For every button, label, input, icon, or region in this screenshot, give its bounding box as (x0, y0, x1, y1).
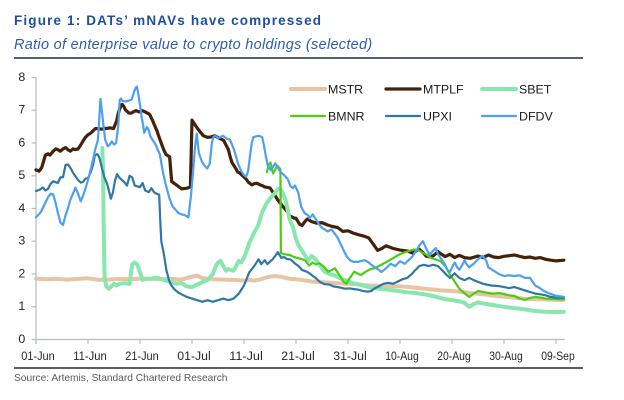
svg-text:01-Jul: 01-Jul (177, 349, 211, 363)
svg-text:3: 3 (18, 234, 25, 248)
svg-text:11-Jul: 11-Jul (229, 349, 263, 363)
svg-text:MTPLF: MTPLF (423, 83, 464, 97)
svg-text:DFDV: DFDV (519, 110, 553, 124)
svg-text:5: 5 (18, 168, 25, 182)
svg-text:0: 0 (18, 332, 25, 346)
svg-text:21-Jul: 21-Jul (281, 349, 315, 363)
svg-text:20-Aug: 20-Aug (437, 349, 471, 363)
svg-text:6: 6 (18, 135, 25, 149)
svg-text:10-Aug: 10-Aug (385, 349, 419, 363)
svg-text:MSTR: MSTR (328, 83, 363, 97)
svg-text:8: 8 (18, 70, 25, 84)
svg-text:30-Aug: 30-Aug (489, 349, 523, 363)
svg-text:2: 2 (18, 266, 25, 280)
svg-text:09-Sep: 09-Sep (541, 349, 575, 363)
svg-text:1: 1 (18, 299, 25, 313)
svg-text:11-Jun: 11-Jun (73, 349, 107, 363)
svg-text:BMNR: BMNR (328, 110, 365, 124)
svg-text:SBET: SBET (519, 83, 552, 97)
svg-text:01-Jun: 01-Jun (21, 349, 55, 363)
svg-text:7: 7 (18, 103, 25, 117)
svg-text:31-Jul: 31-Jul (333, 349, 367, 363)
svg-text:UPXI: UPXI (423, 110, 452, 124)
svg-text:4: 4 (18, 201, 25, 215)
svg-text:21-Jun: 21-Jun (125, 349, 159, 363)
